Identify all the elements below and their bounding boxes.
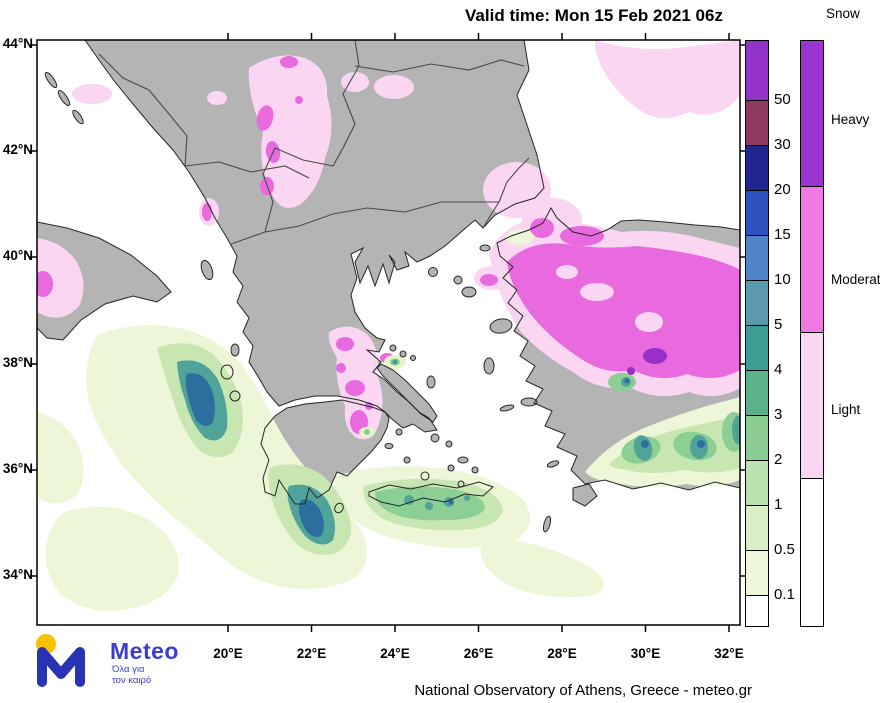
map-frame bbox=[36, 39, 741, 626]
precip-colorbar-segment bbox=[746, 506, 768, 551]
precip-colorbar-segment bbox=[746, 191, 768, 236]
snow-colorbar-segment bbox=[801, 479, 823, 626]
snow-label-moderate: Moderate bbox=[831, 272, 880, 287]
precip-tick-4: 4 bbox=[774, 361, 783, 378]
precipitation-colorbar bbox=[745, 40, 769, 627]
attribution-text: National Observatory of Athens, Greece -… bbox=[414, 682, 752, 699]
snow-colorbar bbox=[800, 40, 824, 627]
lat-label-44n: 44°N bbox=[2, 36, 33, 51]
precip-colorbar-segment bbox=[746, 596, 768, 626]
precip-colorbar-segment bbox=[746, 236, 768, 281]
precip-tick-1: 1 bbox=[774, 496, 783, 513]
precip-tick-05: 0.5 bbox=[774, 541, 795, 558]
precip-colorbar-segment bbox=[746, 101, 768, 146]
snow-label-light: Light bbox=[831, 402, 861, 417]
precip-colorbar-segment bbox=[746, 326, 768, 371]
lat-label-42n: 42°N bbox=[2, 142, 33, 157]
meteo-logo-icon bbox=[36, 634, 85, 687]
lon-label-28e: 28°E bbox=[547, 646, 577, 661]
lat-label-38n: 38°N bbox=[2, 355, 33, 370]
lon-label-20e: 20°E bbox=[213, 646, 243, 661]
precip-tick-20: 20 bbox=[774, 181, 791, 198]
brand-tagline-line2: τον καιρό bbox=[112, 675, 152, 686]
precip-colorbar-segment bbox=[746, 41, 768, 101]
snow-legend-title: Snow bbox=[826, 6, 860, 21]
lon-label-32e: 32°E bbox=[714, 646, 744, 661]
precip-tick-10: 10 bbox=[774, 271, 791, 288]
precip-tick-50: 50 bbox=[774, 91, 791, 108]
precip-tick-15: 15 bbox=[774, 226, 791, 243]
lon-label-30e: 30°E bbox=[630, 646, 661, 661]
snow-label-heavy: Heavy bbox=[831, 112, 870, 127]
lon-label-22e: 22°E bbox=[296, 646, 327, 661]
precip-colorbar-segment bbox=[746, 146, 768, 191]
snow-colorbar-segment bbox=[801, 187, 823, 333]
lat-label-36n: 36°N bbox=[2, 461, 33, 476]
precip-tick-5: 5 bbox=[774, 316, 783, 333]
precip-colorbar-segment bbox=[746, 461, 768, 506]
precip-tick-2: 2 bbox=[774, 451, 783, 468]
snow-area-central-greece bbox=[328, 326, 406, 440]
meteo-logo: Meteo Όλα για τον καιρό bbox=[14, 632, 234, 692]
valid-time-title: Valid time: Mon 15 Feb 2021 06z bbox=[465, 6, 723, 25]
map-canvas bbox=[30, 33, 747, 632]
border-layer bbox=[98, 40, 530, 245]
snow-colorbar-segment bbox=[801, 41, 823, 187]
lon-label-26e: 26°E bbox=[463, 646, 494, 661]
lon-label-24e: 24°E bbox=[380, 646, 410, 661]
precip-colorbar-segment bbox=[746, 416, 768, 461]
precip-colorbar-segment bbox=[746, 371, 768, 416]
snow-colorbar-segment bbox=[801, 333, 823, 479]
lat-label-34n: 34°N bbox=[2, 567, 33, 582]
precip-tick-01: 0.1 bbox=[774, 586, 795, 603]
precip-tick-30: 30 bbox=[774, 136, 791, 153]
brand-tagline-line1: Όλα για bbox=[112, 664, 145, 675]
lat-label-40n: 40°N bbox=[2, 248, 33, 263]
precip-tick-3: 3 bbox=[774, 406, 783, 423]
brand-name: Meteo bbox=[110, 638, 179, 664]
precip-colorbar-segment bbox=[746, 281, 768, 326]
snow-layer bbox=[37, 40, 740, 397]
logo-m-icon bbox=[37, 647, 85, 687]
precip-colorbar-segment bbox=[746, 551, 768, 596]
